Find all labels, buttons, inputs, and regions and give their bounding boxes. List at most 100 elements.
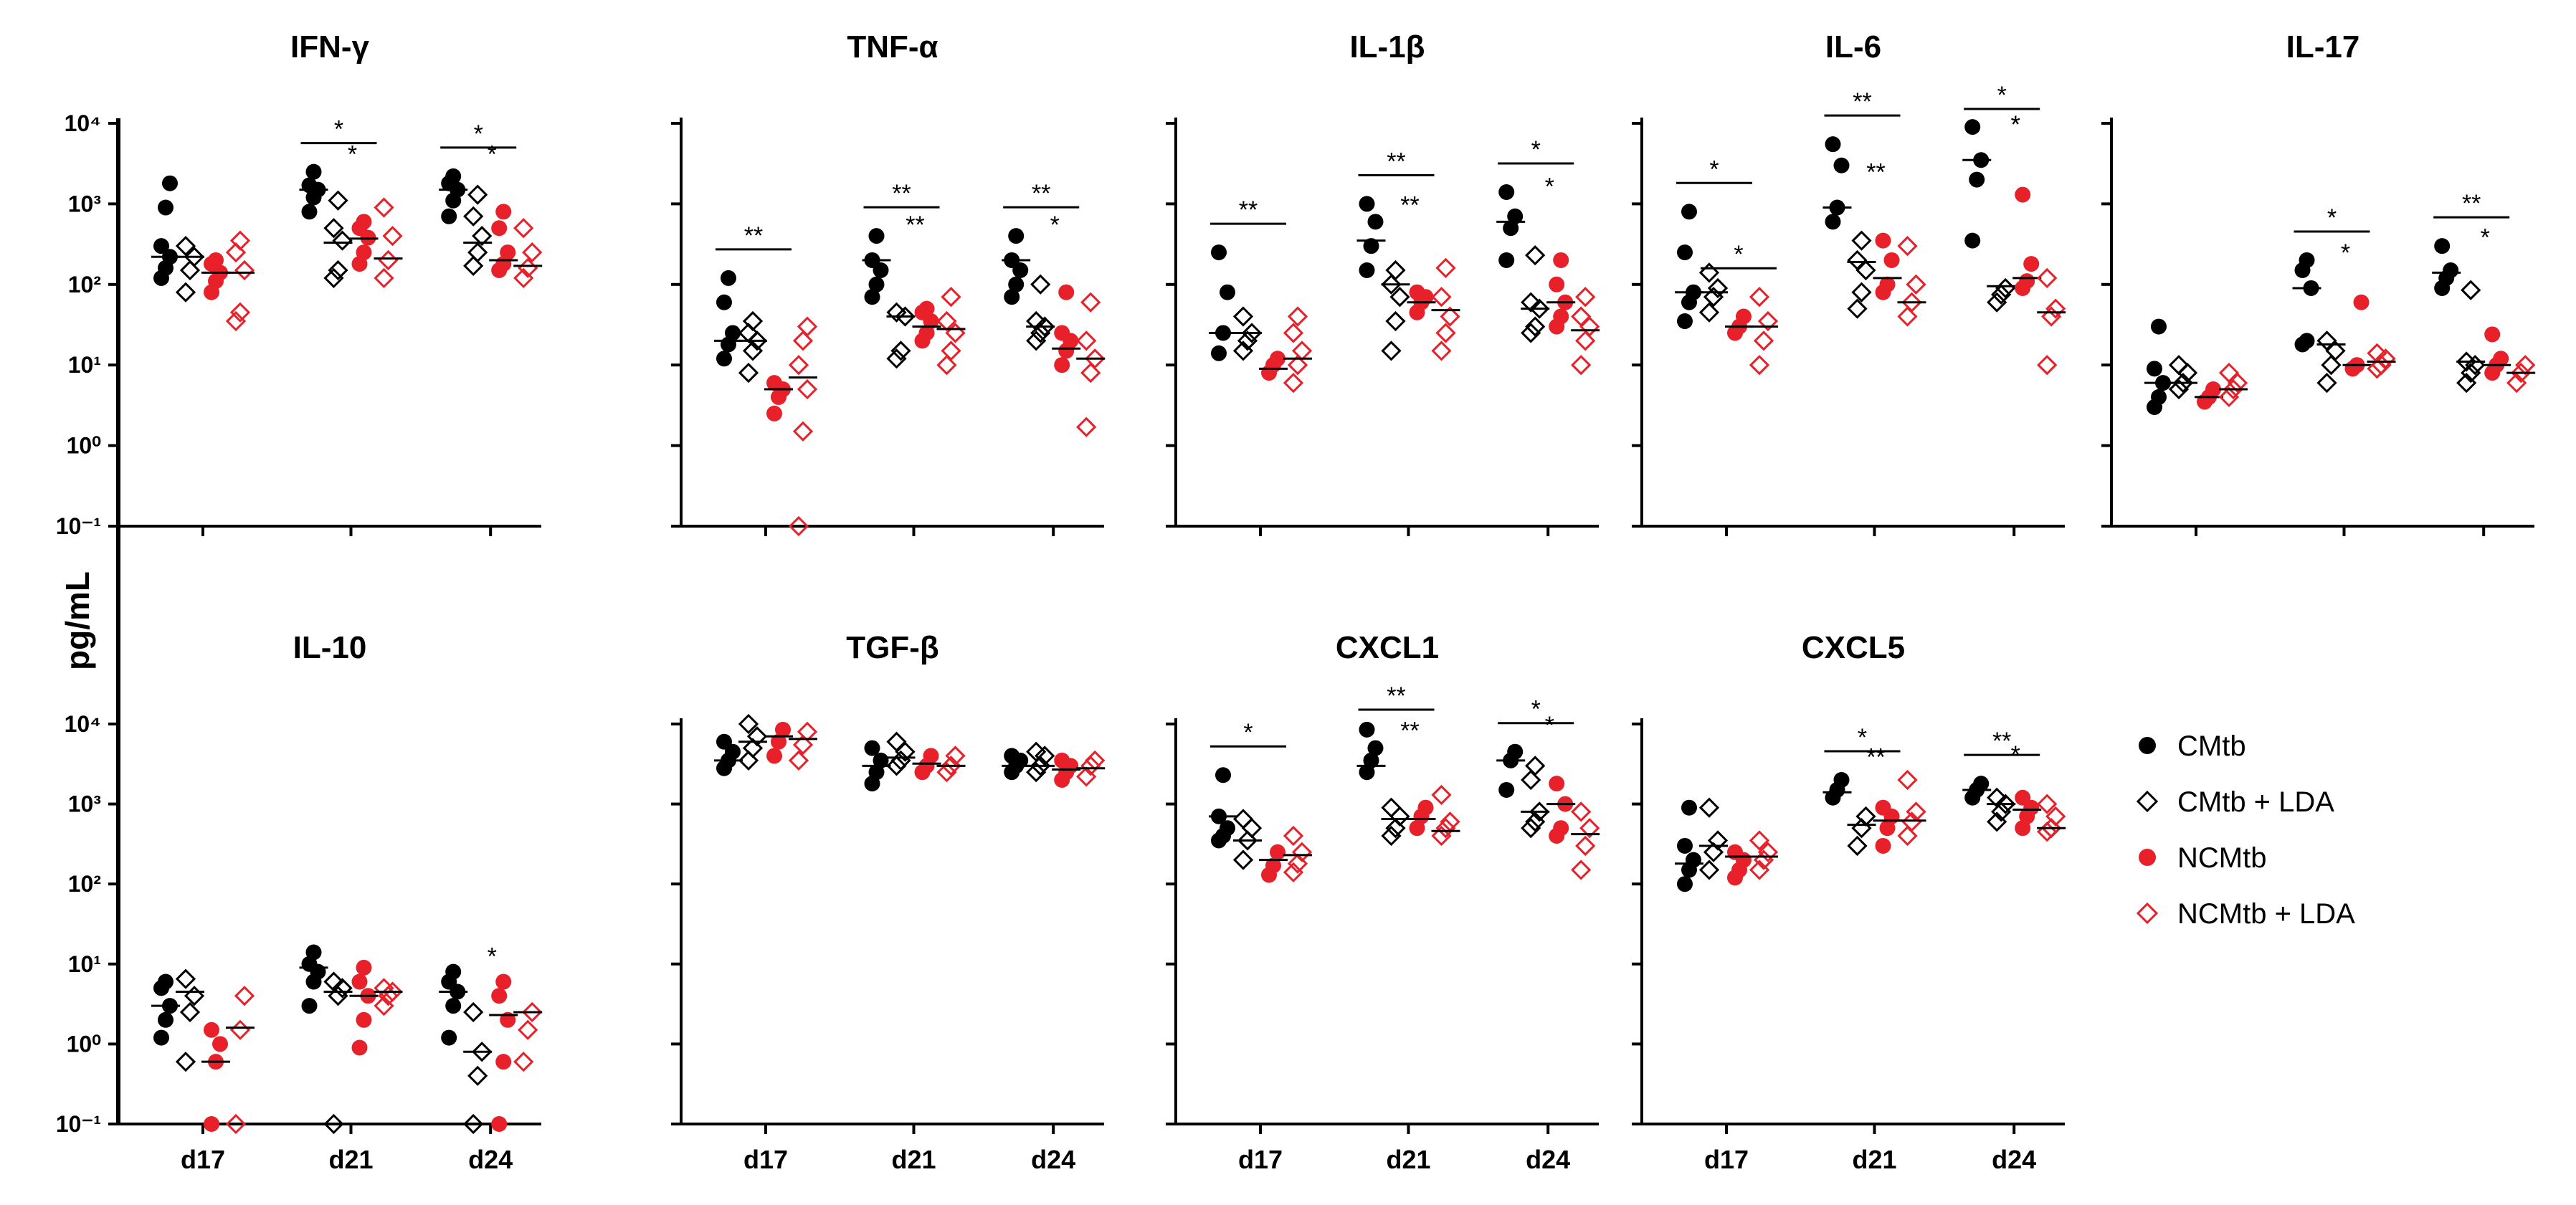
point-cmtb-lda — [472, 1042, 493, 1062]
significance-label: * — [1545, 712, 1554, 739]
point-cmtb-lda — [1847, 249, 1868, 271]
point-cmtb-lda — [1525, 756, 1546, 776]
significance-label: ** — [1400, 192, 1419, 219]
point-cmtb-lda — [1525, 316, 1546, 337]
significance-label: ** — [1992, 728, 2011, 755]
y-tick-label: 10⁴ — [65, 110, 101, 136]
significance-label: * — [2341, 239, 2350, 267]
point-cmtb-lda — [2461, 280, 2481, 300]
point-cmtb — [153, 1029, 169, 1046]
significance-label: * — [1243, 719, 1253, 746]
point-cmtb — [305, 944, 322, 961]
point-cmtb — [1359, 196, 1375, 212]
point-cmtb — [301, 177, 318, 194]
point-ncmtb-lda — [1435, 257, 1456, 278]
significance-label: ** — [1400, 717, 1419, 744]
significance-label: * — [1531, 696, 1541, 723]
panel-tgf: TGF-β d17 d21 d24 — [671, 630, 1106, 1174]
point-ncmtb-lda — [1080, 362, 1101, 384]
point-cmtb-lda — [1855, 259, 1876, 281]
panel-title: IL-17 — [2286, 29, 2360, 65]
point-cmtb-lda — [1026, 310, 1047, 332]
point-ncmtb — [1549, 276, 1565, 292]
significance-label: * — [348, 141, 357, 168]
point-ncmtb-lda — [1291, 842, 1313, 862]
point-ncmtb — [1054, 357, 1070, 373]
significance-label: * — [1709, 156, 1719, 183]
panel-title: CXCL5 — [1802, 630, 1905, 665]
point-cmtb — [1677, 313, 1693, 330]
point-cmtb-lda — [1381, 797, 1402, 818]
point-ncmtb-lda — [2041, 306, 2062, 327]
point-cmtb — [2151, 389, 2167, 405]
point-ncmtb-lda — [382, 226, 403, 247]
x-tick-label: d24 — [1526, 1145, 1570, 1174]
point-cmtb — [1211, 244, 1227, 261]
point-cmtb — [716, 351, 732, 367]
point-ncmtb — [1270, 351, 1285, 367]
point-cmtb — [1964, 119, 1981, 135]
point-ncmtb — [766, 405, 782, 421]
point-ncmtb — [2353, 294, 2370, 310]
point-cmtb — [2147, 361, 2162, 377]
point-cmtb-lda — [467, 242, 488, 263]
point-cmtb — [2434, 238, 2451, 254]
legend-marker — [2136, 902, 2159, 925]
point-ncmtb-lda — [1749, 830, 1770, 851]
point-ncmtb-lda — [1575, 330, 1596, 351]
panel-il-1: IL-1β******** — [1166, 29, 1600, 536]
point-cmtb-lda — [742, 310, 764, 332]
point-ncmtb-lda — [1283, 862, 1304, 883]
point-cmtb-lda — [463, 1001, 484, 1023]
point-ncmtb — [208, 252, 224, 268]
point-cmtb-lda — [738, 713, 759, 735]
significance-label: * — [488, 943, 497, 971]
y-tick-label: 10⁻¹ — [56, 513, 101, 539]
point-cmtb-lda — [1529, 801, 1550, 822]
point-cmtb-lda — [1529, 298, 1550, 319]
point-cmtb-lda — [2168, 355, 2190, 376]
point-cmtb-lda — [738, 750, 759, 771]
point-ncmtb — [495, 973, 512, 990]
y-tick-label: 10⁻¹ — [56, 1111, 101, 1137]
legend-label: NCMtb + LDA — [2177, 898, 2355, 930]
point-ncmtb — [2015, 186, 2031, 203]
point-ncmtb-lda — [2218, 386, 2240, 408]
point-ncmtb — [356, 1011, 372, 1028]
panel-title: CXCL1 — [1336, 630, 1439, 665]
point-ncmtb-lda — [1897, 825, 1918, 847]
x-tick-label: d21 — [1386, 1145, 1430, 1174]
panel-title: IFN-γ — [290, 29, 370, 65]
point-cmtb-lda — [463, 1113, 484, 1135]
point-ncmtb — [2019, 273, 2035, 290]
point-cmtb-lda — [1847, 835, 1868, 857]
point-cmtb — [1833, 157, 1850, 173]
point-ncmtb-lda — [1757, 842, 1779, 862]
point-cmtb-lda — [2456, 351, 2477, 372]
point-ncmtb-lda — [374, 197, 394, 218]
point-cmtb — [301, 204, 318, 220]
legend-label: CMtb — [2177, 730, 2246, 762]
point-cmtb — [1004, 748, 1020, 764]
legend-marker — [2139, 849, 2156, 866]
point-cmtb-lda — [184, 986, 205, 1006]
point-cmtb-lda — [886, 756, 907, 776]
point-ncmtb — [1265, 857, 1281, 874]
point-ncmtb-lda — [1753, 330, 1774, 351]
point-ncmtb-lda — [792, 421, 814, 442]
point-ncmtb-lda — [1579, 818, 1600, 839]
point-cmtb-lda — [467, 184, 488, 205]
point-ncmtb — [204, 1021, 219, 1038]
point-ncmtb — [491, 988, 508, 1004]
point-cmtb — [1833, 772, 1850, 789]
point-cmtb-lda — [1381, 274, 1402, 295]
point-ncmtb-lda — [936, 355, 957, 376]
point-cmtb-lda — [886, 731, 907, 752]
point-cmtb-lda — [1237, 830, 1258, 851]
y-axis-label: pg/mL — [59, 571, 96, 670]
point-ncmtb-lda — [522, 242, 543, 263]
point-cmtb — [1220, 820, 1235, 837]
